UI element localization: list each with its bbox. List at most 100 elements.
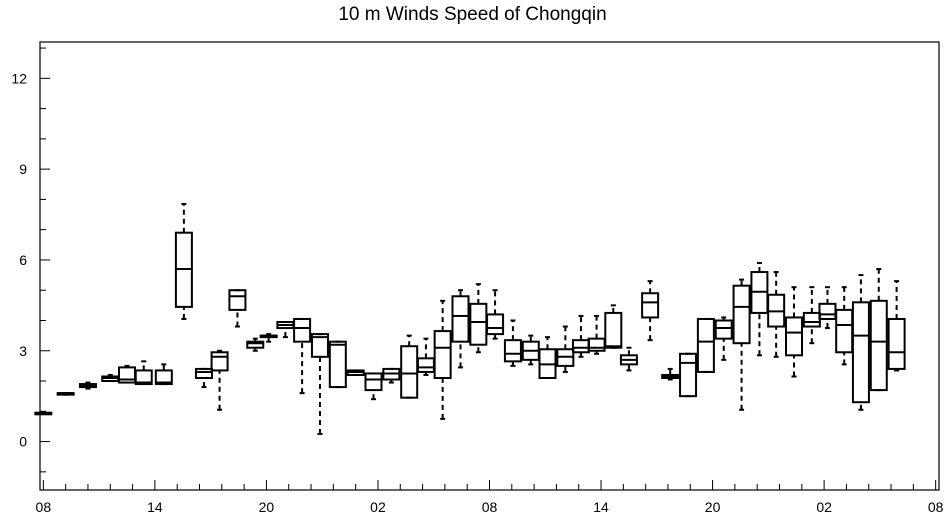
iqr-box — [246, 340, 265, 349]
box-plot — [732, 278, 751, 411]
box-plot — [556, 325, 575, 373]
chart-title: 10 m Winds Speed of Chongqin — [338, 4, 607, 25]
iqr-box — [134, 369, 153, 386]
iqr-box — [679, 352, 698, 398]
box-plot — [174, 202, 193, 320]
iqr-box — [503, 339, 522, 363]
iqr-box — [486, 313, 505, 336]
box-plot — [835, 286, 854, 366]
box-plot — [56, 392, 75, 396]
y-axis: 0 3 6 9 12 — [11, 47, 50, 473]
y-tick-label: 6 — [19, 252, 27, 268]
x-tick-label: 14 — [147, 499, 163, 515]
box-plot — [228, 289, 247, 328]
x-tick-label: 08 — [928, 499, 944, 515]
box-plot — [293, 317, 312, 395]
iqr-box — [869, 299, 888, 392]
box-plot — [346, 369, 365, 376]
iqr-box — [328, 340, 347, 389]
iqr-box — [451, 295, 470, 343]
iqr-box — [587, 337, 606, 352]
iqr-box — [194, 367, 213, 379]
iqr-box — [571, 339, 590, 354]
box-plot — [78, 381, 97, 390]
box-plot — [619, 346, 638, 372]
iqr-box — [785, 316, 803, 357]
box-plot — [276, 321, 295, 339]
y-tick-label: 9 — [19, 161, 27, 177]
iqr-box — [433, 330, 452, 380]
box-plot — [587, 314, 606, 355]
box-plot — [521, 334, 540, 366]
box-plot — [259, 333, 278, 343]
box-plot — [503, 319, 522, 367]
iqr-box — [228, 289, 247, 311]
x-tick-label: 02 — [816, 499, 832, 515]
box-plot — [571, 314, 590, 358]
iqr-box — [818, 302, 837, 320]
box-plot — [451, 289, 470, 369]
box-plot — [328, 340, 347, 389]
x-tick-label: 20 — [705, 499, 721, 515]
y-tick-label: 12 — [11, 70, 27, 86]
y-tick-label: 0 — [19, 434, 27, 450]
iqr-box — [851, 301, 870, 404]
box-series — [34, 202, 906, 435]
box-plot — [887, 280, 906, 372]
box-plot — [364, 372, 383, 401]
box-plot — [661, 367, 680, 381]
box-plot — [486, 289, 505, 340]
iqr-box — [364, 372, 383, 392]
box-plot — [851, 274, 870, 411]
x-tick-label: 08 — [482, 499, 498, 515]
box-plot — [433, 299, 452, 420]
x-tick-label: 08 — [36, 499, 52, 515]
box-plot — [818, 286, 837, 330]
box-plot — [641, 280, 660, 342]
box-plot — [210, 349, 229, 411]
iqr-box — [887, 317, 906, 370]
box-plot — [118, 364, 136, 384]
box-plot — [785, 286, 803, 378]
box-plot — [134, 360, 153, 386]
iqr-box — [641, 292, 660, 319]
iqr-box — [604, 311, 623, 349]
iqr-box — [310, 333, 329, 358]
box-plot — [310, 333, 329, 435]
box-plot — [750, 261, 769, 357]
box-plot — [101, 373, 120, 383]
x-axis: 08 14 20 02 08 14 20 02 08 — [36, 480, 944, 515]
box-plot — [679, 352, 698, 398]
box-plot — [246, 337, 265, 352]
box-plot — [34, 411, 53, 416]
iqr-box — [154, 369, 173, 386]
x-tick-label: 20 — [259, 499, 275, 515]
iqr-box — [469, 302, 488, 346]
box-plot — [382, 367, 401, 384]
iqr-box — [696, 317, 715, 373]
box-plot — [714, 316, 733, 361]
iqr-box — [293, 317, 312, 343]
y-tick-label: 3 — [19, 343, 27, 359]
iqr-box — [732, 284, 751, 345]
box-plot — [767, 271, 786, 358]
box-plot — [416, 337, 435, 376]
iqr-box — [835, 308, 854, 354]
iqr-box — [714, 319, 733, 340]
iqr-box — [400, 345, 419, 399]
box-plot — [538, 336, 557, 380]
x-tick-label: 02 — [370, 499, 386, 515]
iqr-box — [416, 357, 435, 373]
box-plot — [604, 304, 623, 349]
box-plot — [400, 334, 419, 399]
iqr-box — [802, 311, 821, 328]
iqr-box — [210, 351, 229, 372]
box-plot — [869, 268, 888, 392]
box-plot — [154, 363, 173, 386]
box-plot — [194, 367, 213, 389]
box-plot — [696, 317, 715, 373]
box-plot — [802, 286, 821, 345]
box-plot — [469, 283, 488, 354]
